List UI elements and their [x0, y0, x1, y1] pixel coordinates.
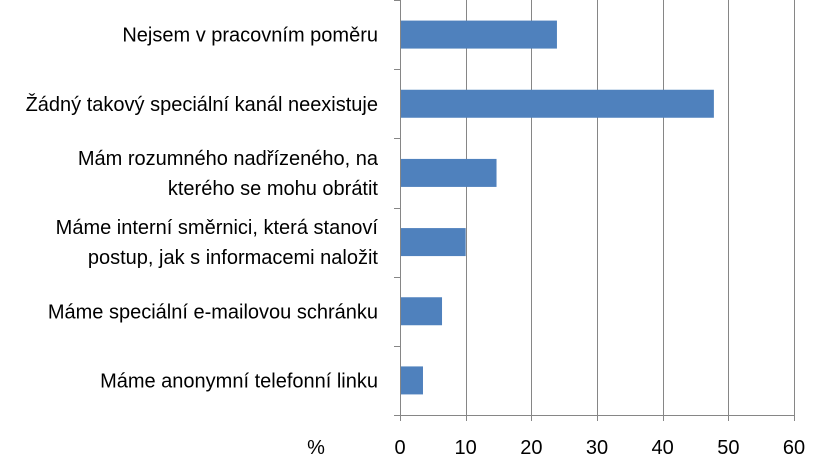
- x-tick-label: 0: [394, 437, 405, 459]
- category-label-1: Žádný takový speciální kanál neexistuje: [26, 93, 378, 116]
- bar-3: [401, 228, 466, 257]
- x-tick-label: 30: [586, 437, 608, 459]
- x-tick-label: 10: [455, 437, 477, 459]
- category-label-0: Nejsem v pracovním poměru: [122, 25, 378, 47]
- bar-0: [401, 20, 557, 49]
- bar-5: [401, 366, 423, 395]
- label-layer: 0 10 20 30 40 50 60 Nejsem v pracovním poměru Žá…: [26, 25, 806, 459]
- x-tick-label: 50: [717, 437, 739, 459]
- x-tick-label: 60: [783, 437, 805, 459]
- category-label-5: Máme anonymní telefonní linku: [100, 370, 378, 392]
- category-label-2: Mám rozumného nadřízeného, na kterého se …: [78, 148, 379, 200]
- bar-4: [401, 297, 443, 326]
- bar-layer: [401, 20, 714, 395]
- grid-layer: [466, 0, 795, 415]
- axis-layer: [394, 0, 795, 421]
- bar-1: [401, 89, 714, 118]
- x-tick-label: 20: [520, 437, 542, 459]
- x-tick-label: 40: [652, 437, 674, 459]
- category-label-3: Máme interní směrnici, která stanoví post…: [56, 217, 379, 269]
- x-axis-unit-label: %: [307, 437, 325, 459]
- category-label-4: Máme speciální e-mailovou schránku: [48, 301, 378, 323]
- bar-2: [401, 158, 497, 187]
